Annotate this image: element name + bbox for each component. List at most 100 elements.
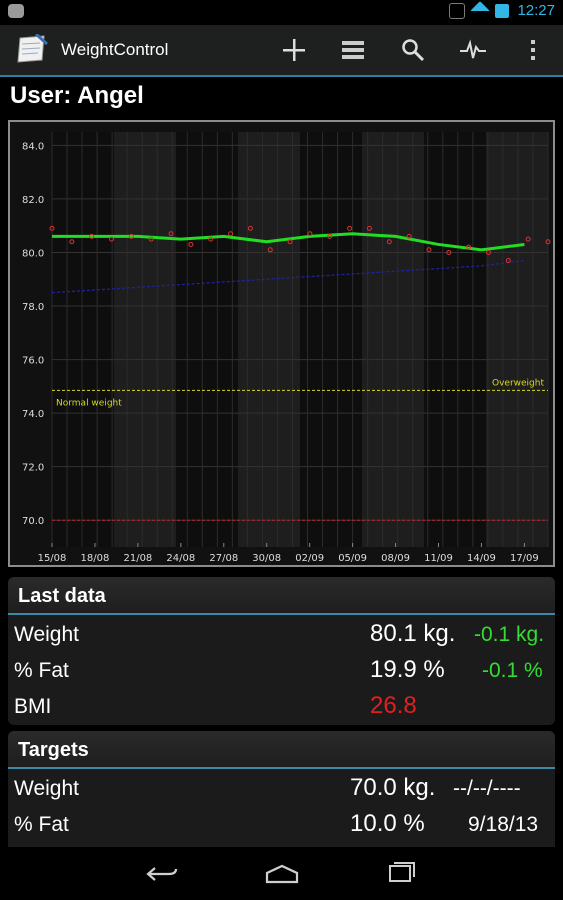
x-tick-label: 27/08 [209,553,238,564]
weight-chart-svg: 84.0 82.0 80.0 78.0 76.0 74.0 72.0 70.0 15/08 18/… [22,132,551,564]
y-tick-label: 74.0 [22,409,44,420]
targets-row-weight: Weight 70.0 kg. --/--/---- [8,773,555,809]
x-tick-label: 15/08 [38,553,67,564]
home-icon [265,864,299,884]
weight-data-point [89,233,95,239]
wifi-icon [470,0,491,21]
overflow-menu-icon [531,40,535,60]
last-data-row-fat: % Fat 19.9 % -0.1 % [8,655,555,691]
x-tick-label: 14/09 [467,553,496,564]
y-tick-label: 80.0 [22,248,44,259]
week-band [362,132,424,547]
row-label: % Fat [14,813,69,836]
last-data-row-bmi: BMI 26.8 [8,691,555,727]
navigation-bar [0,848,563,900]
weight-trend-line [52,232,525,252]
recent-apps-icon [389,862,415,882]
weight-data-point [426,247,432,253]
weight-data-point [366,225,372,231]
y-tick-label: 78.0 [22,302,44,313]
weight-data-point [485,249,491,255]
weight-data-point [109,236,115,242]
weight-data-point [446,249,452,255]
search-button[interactable] [395,33,431,67]
targets-title: Targets [18,739,89,761]
user-header: User: Angel [0,77,563,115]
weight-chart[interactable]: 84.0 82.0 80.0 78.0 76.0 74.0 72.0 70.0 15/08 18/… [8,120,555,567]
row-label: % Fat [14,659,69,682]
overflow-menu-button[interactable] [515,33,551,67]
weight-data-point [505,258,511,264]
app-logo-icon[interactable] [14,32,49,64]
x-tick-label: 21/08 [123,553,152,564]
weight-data-point [327,233,333,239]
week-band [238,132,300,547]
back-icon [146,867,178,881]
row-label: BMI [14,695,52,718]
x-tick-label: 30/08 [252,553,281,564]
targets-row-fat: % Fat 10.0 % 9/18/13 [8,809,555,845]
targets-header: Targets [8,731,555,769]
week-band [486,132,548,547]
add-button[interactable] [276,33,312,67]
row-date: --/--/---- [453,777,521,800]
status-bar: 12:27 [0,0,563,25]
weight-data-point [148,236,154,242]
weight-data-point [406,233,412,239]
recent-apps-button[interactable] [382,860,422,888]
x-tick-label: 08/09 [381,553,410,564]
row-label: Weight [14,623,79,646]
row-value: 10.0 % [350,810,425,837]
target-trend-line [51,259,525,294]
weight-data-point [525,236,531,242]
weight-data-point [168,231,174,237]
reference-label-over: Overweight [492,378,544,388]
weight-data-point [188,241,194,247]
last-data-header: Last data [8,577,555,615]
weight-data-point [267,247,273,253]
back-button[interactable] [142,860,182,888]
weight-data-point [287,239,293,245]
last-data-title: Last data [18,585,106,607]
row-delta: -0.1 % [482,659,543,682]
home-button[interactable] [262,860,302,888]
pulse-button[interactable] [455,33,491,67]
x-tick-label: 24/08 [166,553,195,564]
list-button[interactable] [335,33,371,67]
x-tick-label: 17/09 [510,553,539,564]
app-title: WeightControl [61,40,169,59]
week-band [114,132,176,547]
status-clock: 12:27 [517,2,555,19]
y-tick-label: 72.0 [22,463,44,474]
x-tick-label: 18/08 [81,553,110,564]
row-label: Weight [14,777,79,800]
weight-data-point [128,233,134,239]
weight-data-point [49,225,55,231]
weight-data-point [247,225,253,231]
x-tick-label: 05/09 [338,553,367,564]
user-title: User: Angel [10,82,144,109]
last-data-panel: Last data Weight 80.1 kg. -0.1 kg. % Fat… [8,577,555,725]
pulse-icon [460,39,486,59]
row-value: 80.1 kg. [370,620,456,647]
action-bar: WeightControl [0,25,563,77]
weight-data-point [69,239,75,245]
search-icon [402,39,425,62]
weight-data-point [545,239,551,245]
weight-data-point [208,236,214,242]
add-icon [283,39,305,61]
row-value: 70.0 kg. [350,774,436,801]
android-notification-icon [8,4,24,18]
row-delta: -0.1 kg. [474,623,545,646]
targets-panel: Targets Weight 70.0 kg. --/--/---- % Fat… [8,731,555,847]
weight-data-point [466,244,472,250]
y-tick-label: 82.0 [22,195,44,206]
row-date: 9/18/13 [468,813,539,836]
x-tick-label: 02/09 [295,553,324,564]
row-value: 19.9 % [370,656,445,683]
x-tick-label: 11/09 [424,553,453,564]
status-icons: 12:27 [449,0,555,21]
battery-icon [495,3,510,18]
bluetooth-icon [449,2,466,19]
last-data-row-weight: Weight 80.1 kg. -0.1 kg. [8,619,555,655]
